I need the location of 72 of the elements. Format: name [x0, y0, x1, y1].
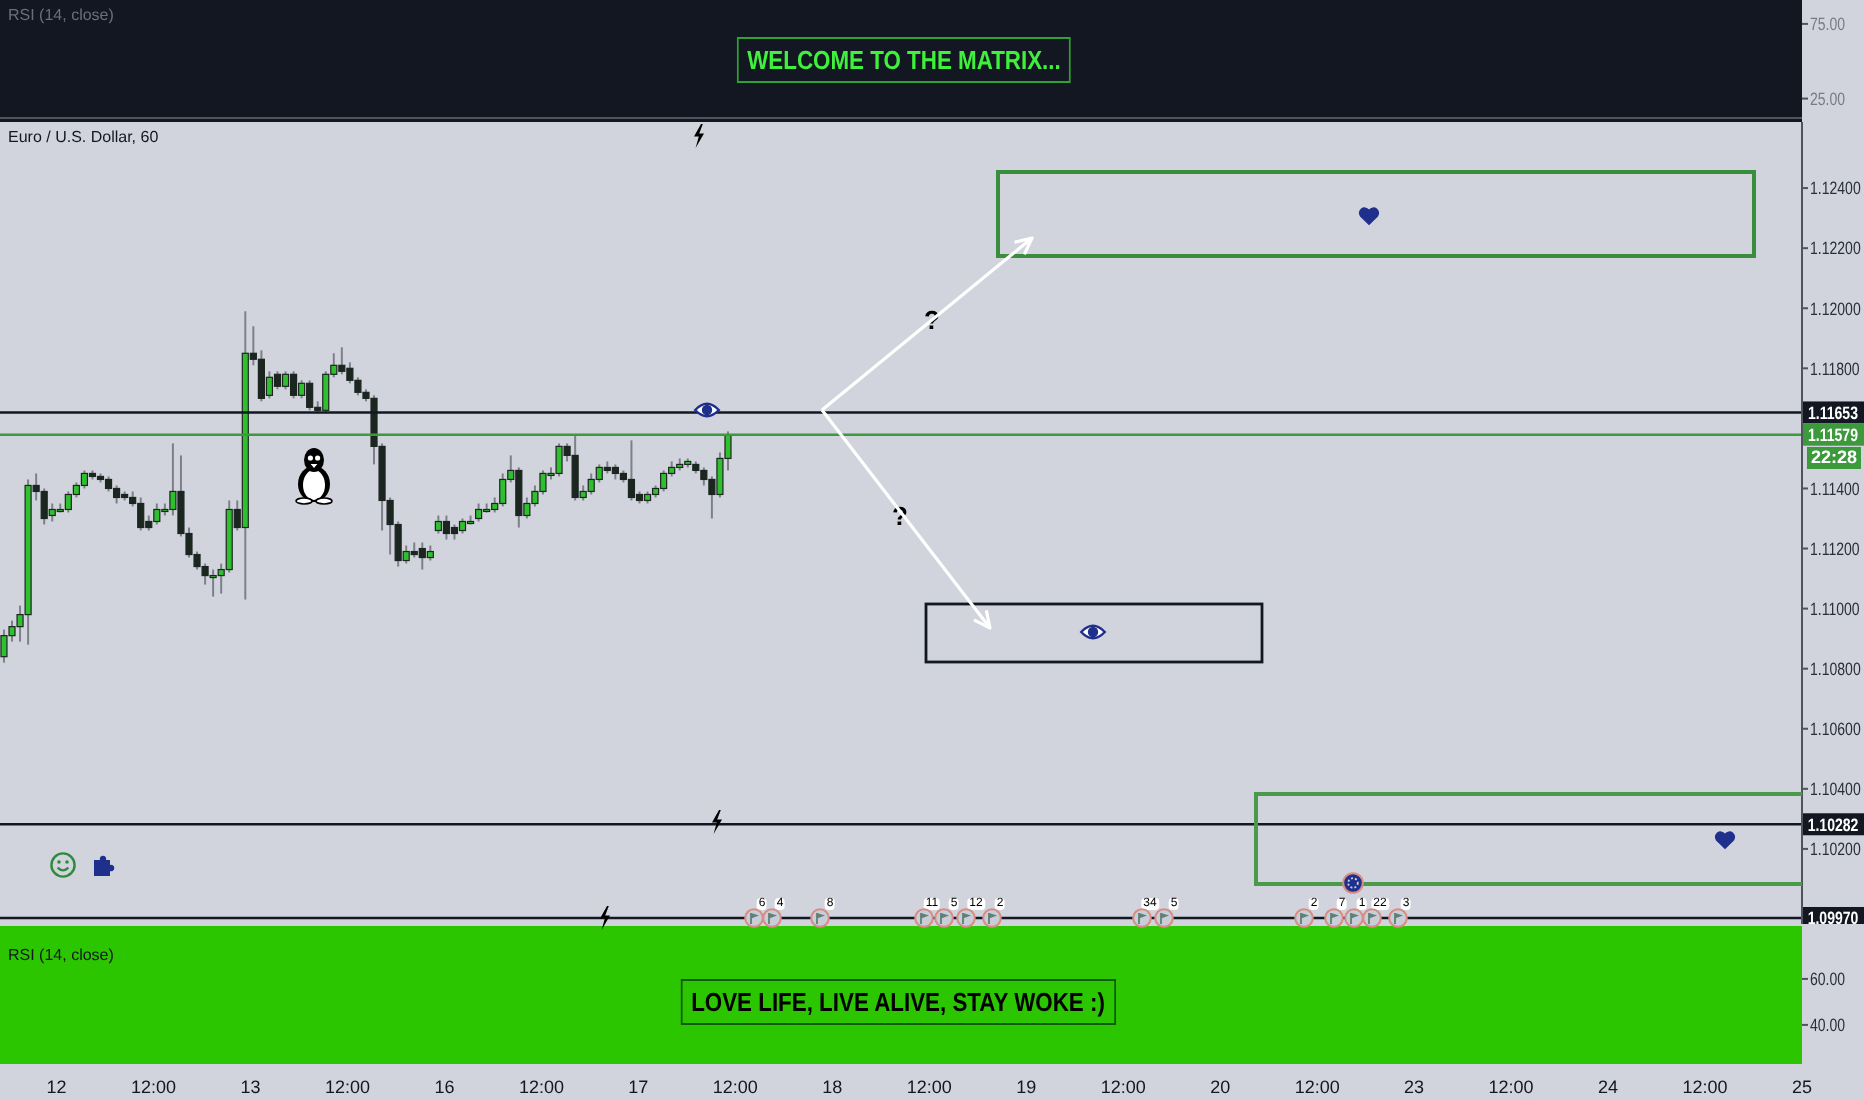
candlestick	[660, 469, 668, 493]
candlestick	[434, 514, 442, 535]
x-tick-label: 24	[1598, 1076, 1619, 1097]
candlestick	[595, 463, 603, 484]
x-tick-label: 12:00	[712, 1076, 758, 1097]
y-tick-label: 1.10600	[1810, 719, 1862, 740]
chart-title: RSI (14, close)	[8, 6, 114, 24]
x-tick-label: 12:00	[906, 1076, 952, 1097]
candlestick	[306, 379, 314, 412]
x-tick-label: 20	[1210, 1076, 1231, 1097]
candlestick	[80, 469, 89, 490]
candlestick	[475, 502, 483, 523]
candlestick	[273, 370, 282, 391]
y-tick-label: 1.10200	[1810, 839, 1862, 860]
x-tick-label: 12:00	[1294, 1076, 1340, 1097]
y-tick-label: 25.00	[1810, 89, 1846, 110]
x-tick-label: 16	[434, 1076, 455, 1097]
candlestick	[322, 370, 330, 415]
candlestick	[64, 490, 72, 514]
candlestick	[499, 472, 507, 508]
y-tick-label: 1.11800	[1810, 359, 1861, 380]
y-tick-label: 75.00	[1810, 14, 1846, 35]
candlestick	[700, 466, 708, 487]
candlestick	[627, 439, 636, 502]
x-tick-label: 12:00	[1682, 1076, 1728, 1097]
y-tick-label: 1.12400	[1810, 178, 1862, 199]
text: RSI (14, close)	[8, 946, 114, 964]
candlestick	[209, 568, 217, 598]
candlestick	[571, 433, 579, 502]
candlestick	[298, 379, 306, 400]
y-tick-label: 1.11400	[1810, 479, 1861, 500]
x-tick-label: 13	[240, 1076, 261, 1097]
x-tick-label: 25	[1791, 1076, 1813, 1097]
x-tick-label: 17	[628, 1076, 649, 1097]
candlestick	[442, 514, 451, 541]
candlestick	[112, 484, 121, 505]
candlestick	[257, 349, 265, 403]
y-tick-label: 60.00	[1810, 969, 1846, 990]
x-tick-label: 23	[1404, 1076, 1425, 1097]
candlestick	[137, 496, 145, 532]
candlestick	[418, 541, 426, 571]
ref-line-label: 1.09970	[1807, 908, 1860, 929]
y-tick-label: 1.11200	[1810, 539, 1861, 560]
x-tick-label: 12:00	[324, 1076, 370, 1097]
y-tick-label: 40.00	[1810, 1015, 1846, 1036]
candlestick	[338, 346, 346, 376]
x-tick-label: 18	[822, 1076, 843, 1097]
x-tick-label: 12:00	[131, 1076, 177, 1097]
y-tick-label: 1.10800	[1810, 659, 1862, 680]
candlestick	[555, 442, 563, 478]
x-tick-label: 12	[46, 1076, 67, 1097]
candlestick	[40, 487, 48, 526]
annotation: LOVE LIFE, LIVE ALIVE, STAY WOKE :)	[680, 979, 1116, 1025]
text: 22:28	[1806, 447, 1862, 469]
y-tick-label: 1.12000	[1810, 298, 1862, 319]
ref-line-label: 1.11653	[1808, 403, 1859, 424]
x-tick-label: 12:00	[1100, 1076, 1146, 1097]
candlestick	[153, 502, 161, 526]
ref-line-label: 1.10282	[1807, 814, 1860, 836]
chart-title: Euro / U.S. Dollar, 60	[8, 128, 159, 146]
ref-line-label: 1.11579	[1808, 425, 1859, 446]
y-tick-label: 1.12200	[1810, 238, 1862, 259]
x-tick-label: 12:00	[518, 1076, 564, 1097]
y-tick-label: 1.10400	[1810, 779, 1862, 800]
x-tick-label: 12:00	[1488, 1076, 1534, 1097]
candlestick	[0, 628, 8, 664]
candlestick	[281, 370, 290, 391]
annotation: WELCOME TO THE MATRIX...	[736, 37, 1072, 83]
x-tick-label: 19	[1016, 1076, 1037, 1097]
candlestick	[587, 472, 595, 496]
candlestick	[289, 370, 298, 400]
y-tick-label: 1.11000	[1810, 599, 1861, 620]
